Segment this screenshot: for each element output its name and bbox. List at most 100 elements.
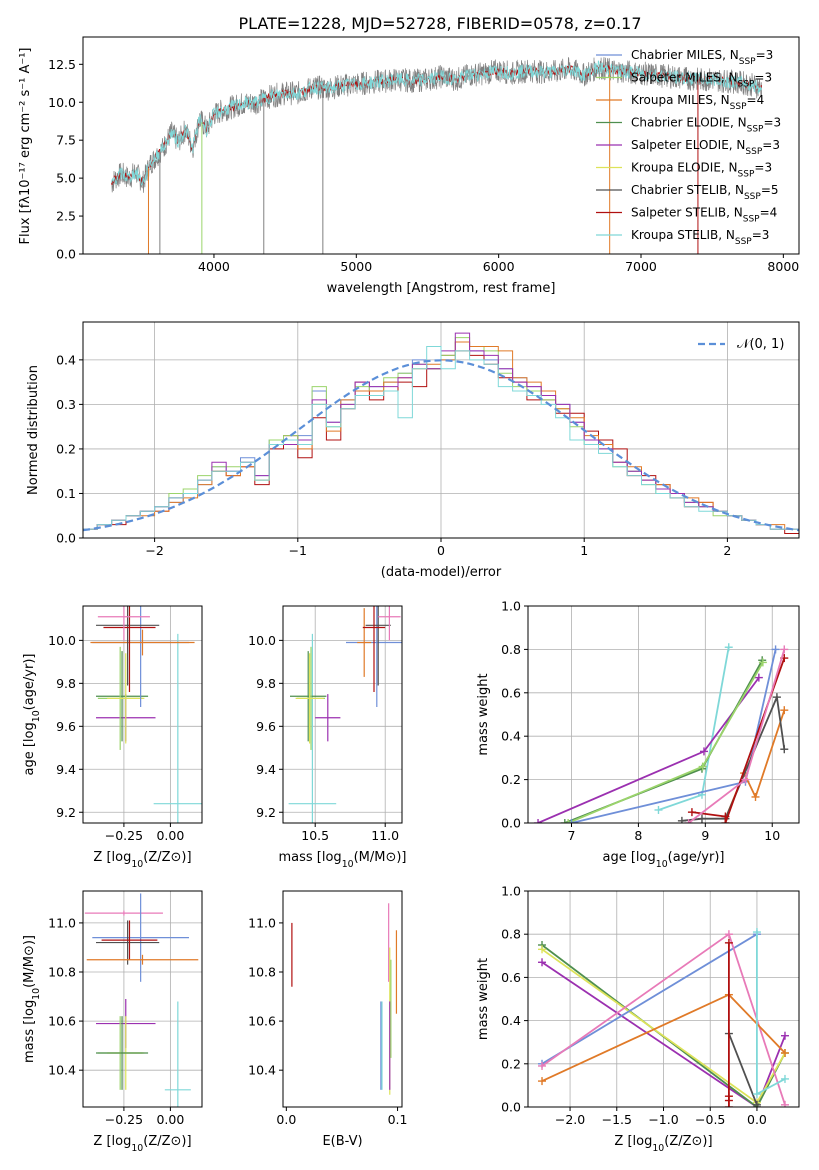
weight-line [691,657,786,823]
x-tick-label: 5000 [340,259,372,274]
x-tick-label: −0.5 [695,1112,725,1127]
y-tick-label: 0.0 [501,1100,521,1115]
y-tick-label: 2.5 [56,209,76,224]
histogram-step [83,346,799,538]
histograms [83,332,799,538]
age-vs-mass-panel: 10.5 11.0 9.2 9.4 9.6 9.8 10.0 mass [log10(M/M⊙… [248,605,407,870]
x-tick-label: 10.5 [301,828,329,843]
x-tick-label: −0.25 [105,1112,143,1127]
x-tick-label: 4000 [198,259,230,274]
y-tick-label: 1.0 [501,599,521,614]
weight-line [541,961,786,1107]
y-axis-label: Flux [fλ10⁻¹⁷ erg cm⁻² s⁻¹ A⁻¹] [18,48,33,245]
y-tick-label: 9.8 [256,676,276,691]
mass-weight-vs-Z-panel: −2.0 −1.5 −1.0 −0.5 0.0 0.0 0.2 0.4 0.6 0.8 1.0 Z [… [476,884,800,1154]
weight-line [724,709,786,820]
y-tick-label: 9.4 [256,762,276,777]
x-tick-label: 2 [723,543,731,558]
y-tick-label: 0.4 [501,1013,521,1028]
spectrum-panel: 4000 5000 6000 7000 8000 0.0 2.5 5.0 7.5 10.0 12.5… [18,36,800,296]
y-tick-label: 0.3 [56,397,76,412]
error-bars [84,893,199,1107]
legend-entry: Kroupa MILES, NSSP=4 [631,93,764,112]
axes-frame [82,890,203,1108]
legend-entry: Salpeter ELODIE, NSSP=3 [631,138,780,157]
x-tick-label: −1 [289,543,307,558]
x-tick-label: 8000 [767,259,799,274]
x-axis-label: Z [log10(Z/Z⊙)] [93,850,191,870]
axes-frame [82,36,800,255]
legend-entry: Chabrier ELODIE, NSSP=3 [631,116,781,135]
y-tick-label: 10.0 [48,95,76,110]
y-tick-label: 0.0 [56,531,76,546]
weight-lines [534,643,789,823]
y-axis-label: mass [log10(M/M⊙)] [22,935,42,1063]
x-axis-label: Z [log10(Z/Z⊙)] [614,1134,712,1154]
y-tick-label: 10.6 [48,1014,76,1029]
x-tick-label: 9 [701,828,709,843]
legend-entry: Kroupa ELODIE, NSSP=3 [631,161,772,180]
y-tick-label: 0.2 [501,772,521,787]
y-tick-label: 10.6 [248,1014,276,1029]
x-axis-label: E(B-V) [322,1134,362,1149]
x-tick-label: 7 [568,828,576,843]
x-tick-label: 10 [764,828,780,843]
y-tick-label: 0.6 [501,970,521,985]
weight-lines [538,928,789,1107]
y-tick-label: 10.8 [248,965,276,980]
mass-vs-EBV-panel: 0.0 0.1 10.4 10.6 10.8 11.0 E(B-V) [248,890,408,1149]
legend-entry: Chabrier STELIB, NSSP=5 [631,183,779,202]
x-tick-label: −0.25 [105,828,143,843]
y-tick-label: 0.0 [501,816,521,831]
y-tick-label: 11.0 [48,915,76,930]
y-tick-label: 0.2 [56,441,76,456]
x-tick-label: −1.0 [648,1112,678,1127]
y-tick-label: 10.4 [48,1063,76,1078]
axes-frame [82,605,203,824]
spectrum-lines [111,57,763,254]
y-tick-label: 11.0 [248,915,276,930]
mass-vs-Z-panel: −0.25 0.00 10.4 10.6 10.8 11.0 Z [log10(Z/Z⊙)]… [22,890,203,1154]
legend-entry: Salpeter STELIB, NSSP=4 [631,206,777,225]
x-tick-label: 0.0 [747,1112,767,1127]
y-tick-label: 9.2 [256,805,276,820]
x-tick-label: 8 [634,828,642,843]
weight-line [728,1033,758,1106]
y-tick-label: 9.6 [256,719,276,734]
y-tick-label: 0.4 [56,352,76,367]
figure-title: PLATE=1228, MJD=52728, FIBERID=0578, z=0… [238,14,641,33]
y-tick-label: 0.1 [56,486,76,501]
mass-weight-vs-age-panel: 7 8 9 10 0.0 0.2 0.4 0.6 0.8 1.0 age [log10(age/yr… [476,599,800,870]
data-spectrum-line [111,57,763,193]
model-spectrum-line [111,60,763,186]
x-tick-label: 0.0 [276,1112,296,1127]
y-tick-label: 7.5 [56,133,76,148]
error-bars [291,903,398,1095]
y-axis-label: Normed distribution [26,365,41,495]
x-tick-label: −2 [145,543,163,558]
x-axis-label: wavelength [Angstrom, rest frame] [327,281,556,296]
error-bars [90,606,202,823]
y-tick-label: 10.8 [48,965,76,980]
y-tick-label: 12.5 [48,57,76,72]
y-tick-label: 9.6 [56,719,76,734]
x-tick-label: 11.0 [371,828,399,843]
y-tick-label: 1.0 [501,884,521,899]
y-tick-label: 0.0 [56,247,76,262]
legend-entry: Salpeter MILES, NSSP=3 [631,71,772,90]
residuals-panel: −2 −1 0 1 2 0.0 0.1 0.2 0.3 0.4 (data-model)/error… [26,321,800,580]
legend-entry: 𝒩(0, 1) [737,337,784,352]
x-axis-label: age [log10(age/yr)] [603,850,725,870]
x-tick-label: 0.00 [156,1112,184,1127]
x-axis-label: Z [log10(Z/Z⊙)] [93,1134,191,1154]
x-tick-label: 6000 [483,259,515,274]
x-tick-label: −1.5 [602,1112,632,1127]
y-axis-label: mass weight [476,958,491,1040]
x-tick-label: 0.1 [388,1112,408,1127]
y-tick-label: 0.8 [501,927,521,942]
error-bars [288,606,402,823]
age-vs-Z-panel: −0.25 0.00 9.2 9.4 9.6 9.8 10.0 Z [log10(Z/Z⊙)]… [22,605,203,870]
y-axis-label: mass weight [476,673,491,755]
x-axis-label: mass [log10(M/M⊙)] [278,850,406,870]
